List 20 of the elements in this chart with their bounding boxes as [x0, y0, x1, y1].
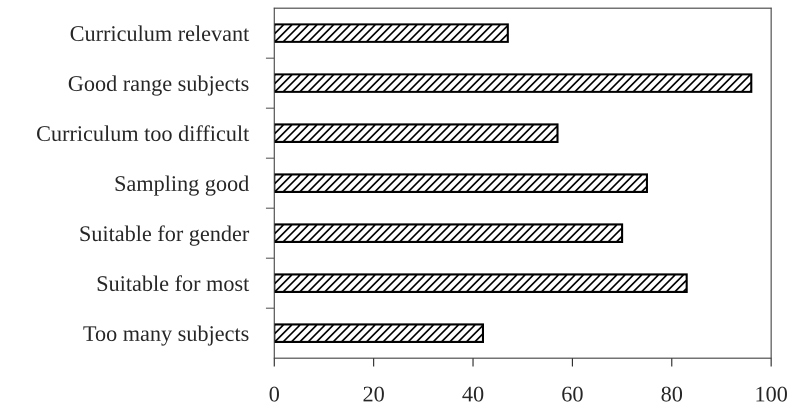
x-tick-label: 20 — [364, 386, 384, 402]
bar — [274, 73, 752, 93]
bar — [274, 123, 559, 143]
y-tick-label: Suitable for most — [98, 275, 250, 292]
y-tick-label: Curriculum relevant — [70, 25, 250, 42]
x-tick-label: 40 — [462, 386, 484, 402]
y-tick-label: Too many subjects — [83, 325, 248, 346]
bar — [274, 273, 688, 293]
bar — [274, 23, 509, 43]
x-tick-label: 0 — [270, 386, 279, 402]
x-tick-label: 80 — [662, 386, 682, 402]
bar — [274, 323, 484, 343]
x-tick-label: 100 — [756, 386, 787, 402]
y-tick-label: Sampling good — [116, 175, 250, 196]
y-tick-label: Suitable for gender — [80, 225, 250, 246]
bar — [274, 223, 624, 243]
y-tick-label: Curriculum too difficult — [37, 125, 250, 142]
y-tick-label: Good range subjects — [68, 75, 248, 96]
x-tick-label: 60 — [562, 386, 583, 402]
bar — [274, 173, 648, 193]
